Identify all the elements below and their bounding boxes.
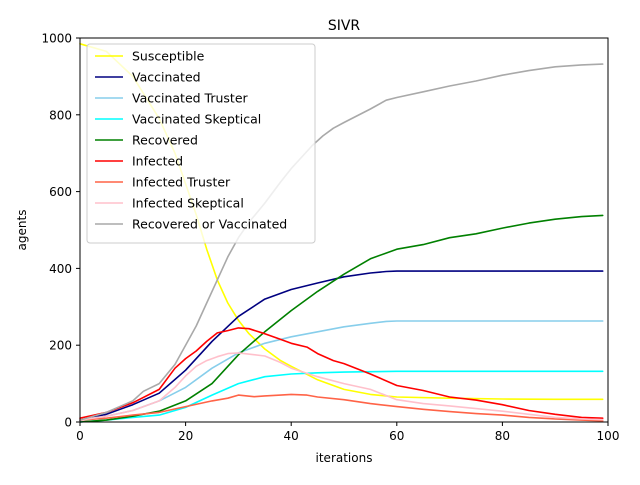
series-line-infected-skeptical [79, 352, 604, 421]
x-tick-label: 100 [597, 429, 620, 443]
x-tick-label: 80 [495, 429, 510, 443]
series-line-vaccinated [79, 270, 604, 421]
y-tick-label: 400 [49, 262, 72, 276]
y-tick-label: 800 [49, 108, 72, 122]
chart-title: SIVR [328, 18, 361, 34]
x-tick-label: 60 [389, 429, 404, 443]
legend-label: Infected Skeptical [132, 196, 244, 211]
legend-label: Vaccinated [132, 70, 201, 85]
y-axis-label: agents [15, 210, 29, 251]
y-tick-label: 0 [64, 416, 72, 430]
legend-box [86, 43, 316, 244]
legend-label: Recovered or Vaccinated [132, 217, 287, 232]
x-tick-label: 40 [284, 429, 299, 443]
legend-label: Susceptible [132, 49, 205, 64]
legend-label: Infected Truster [132, 175, 231, 190]
x-axis: 0 20 40 60 80 100 [76, 422, 619, 443]
y-axis: 0 200 400 600 800 1000 [41, 32, 80, 430]
plot-frame [79, 37, 609, 423]
x-tick-label: 20 [178, 429, 193, 443]
legend-label: Vaccinated Skeptical [132, 112, 261, 127]
x-axis-label: iterations [316, 451, 373, 465]
legend: Susceptible Vaccinated Vaccinated Truster V… [86, 43, 316, 244]
y-tick-label: 200 [49, 339, 72, 353]
series-line-infected-truster [79, 393, 604, 422]
legend-label: Recovered [132, 133, 198, 148]
y-tick-label: 600 [49, 185, 72, 199]
series-line-infected [79, 327, 604, 419]
series-line-recovered [79, 214, 604, 423]
y-tick-label: 1000 [41, 32, 72, 46]
x-tick-label: 0 [76, 429, 84, 443]
legend-label: Vaccinated Truster [132, 91, 249, 106]
series-line-vaccinated-skeptical [79, 370, 604, 423]
legend-label: Infected [132, 154, 183, 169]
